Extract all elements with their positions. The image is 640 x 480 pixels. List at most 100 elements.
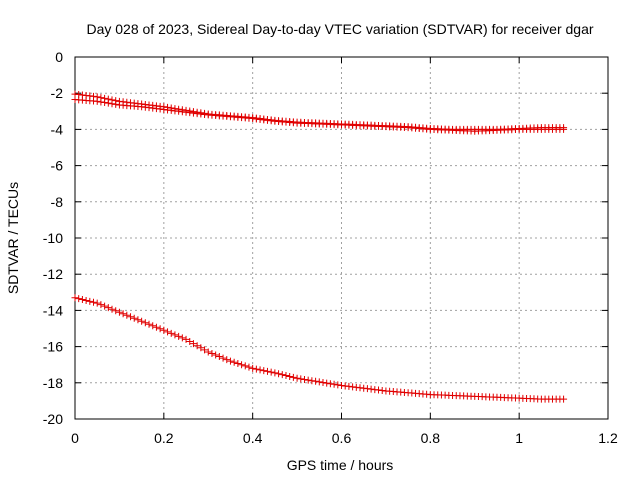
x-tick-label: 1 — [515, 430, 523, 446]
data-point — [286, 372, 294, 380]
data-point — [289, 373, 297, 381]
data-point — [197, 344, 205, 352]
y-tick-label: -14 — [43, 302, 63, 318]
data-point — [323, 379, 331, 387]
data-point — [134, 316, 142, 324]
data-point — [189, 340, 197, 348]
chart-title: Day 028 of 2023, Sidereal Day-to-day VTE… — [86, 21, 593, 37]
data-point — [186, 337, 194, 345]
data-point — [145, 320, 153, 328]
data-point — [164, 328, 172, 336]
data-point — [238, 361, 246, 369]
x-axis-ticks: 0 0.2 0.4 0.6 0.8 1 1.2 — [71, 57, 618, 446]
data-point — [304, 376, 312, 384]
x-tick-label: 0.4 — [243, 430, 263, 446]
y-tick-label: -4 — [51, 121, 64, 137]
data-point — [193, 342, 201, 350]
data-point — [130, 314, 138, 322]
x-tick-label: 0.2 — [154, 430, 174, 446]
data-point — [282, 372, 290, 380]
data-point — [326, 380, 334, 388]
data-point — [82, 296, 90, 304]
data-point — [267, 368, 275, 376]
data-point — [104, 99, 112, 107]
y-tick-label: -2 — [51, 85, 64, 101]
data-point — [252, 365, 260, 373]
data-point — [256, 366, 264, 374]
data-point — [156, 325, 164, 333]
data-point — [93, 97, 101, 105]
series-3 — [71, 294, 568, 403]
y-axis-ticks: 0 -2 -4 -6 -8 -10 -12 -14 -16 -18 -20 — [43, 49, 608, 427]
y-tick-label: -16 — [43, 339, 63, 355]
grid-lines — [75, 57, 608, 419]
data-point — [141, 319, 149, 327]
data-point — [201, 346, 209, 354]
data-point — [160, 326, 168, 334]
data-point — [123, 311, 131, 319]
data-point — [312, 377, 320, 385]
data-point — [93, 299, 101, 307]
data-points — [71, 90, 568, 403]
x-axis-label: GPS time / hours — [287, 457, 394, 473]
data-point — [560, 395, 568, 403]
data-point — [271, 369, 279, 377]
y-tick-label: -6 — [51, 158, 64, 174]
data-point — [149, 322, 157, 330]
data-point — [101, 99, 109, 107]
data-point — [90, 298, 98, 306]
data-point — [127, 313, 135, 321]
data-point — [167, 329, 175, 337]
data-point — [230, 358, 238, 366]
data-point — [560, 125, 568, 133]
data-point — [330, 380, 338, 388]
data-point — [263, 367, 271, 375]
data-point — [204, 348, 212, 356]
data-point — [223, 356, 231, 364]
data-point — [297, 375, 305, 383]
data-point — [260, 367, 268, 375]
data-point — [86, 297, 94, 305]
data-point — [300, 375, 308, 383]
data-point — [97, 301, 105, 309]
data-point — [319, 378, 327, 386]
data-point — [178, 334, 186, 342]
data-point — [101, 302, 109, 310]
y-tick-label: -20 — [43, 411, 63, 427]
data-point — [112, 307, 120, 315]
data-point — [175, 332, 183, 340]
data-point — [108, 100, 116, 108]
data-point — [112, 100, 120, 108]
y-tick-label: -18 — [43, 375, 63, 391]
data-point — [104, 304, 112, 312]
data-point — [97, 98, 105, 106]
data-point — [215, 353, 223, 361]
y-tick-label: -8 — [51, 194, 64, 210]
data-point — [249, 364, 257, 372]
data-point — [315, 378, 323, 386]
data-point — [293, 374, 301, 382]
data-point — [78, 296, 86, 304]
series-2 — [71, 96, 568, 135]
y-tick-label: -10 — [43, 230, 63, 246]
data-point — [138, 317, 146, 325]
x-tick-label: 1.2 — [598, 430, 618, 446]
data-point — [71, 294, 79, 302]
y-tick-label: -12 — [43, 266, 63, 282]
data-point — [245, 363, 253, 371]
data-point — [212, 351, 220, 359]
data-point — [241, 362, 249, 370]
data-point — [334, 381, 342, 389]
x-tick-label: 0.8 — [421, 430, 441, 446]
data-point — [226, 357, 234, 365]
y-axis-label: SDTVAR / TECUs — [5, 182, 21, 294]
data-point — [278, 371, 286, 379]
data-point — [75, 295, 83, 303]
data-point — [219, 354, 227, 362]
data-point — [108, 305, 116, 313]
x-tick-label: 0.6 — [332, 430, 352, 446]
data-point — [182, 335, 190, 343]
data-point — [234, 359, 242, 367]
data-point — [115, 308, 123, 316]
